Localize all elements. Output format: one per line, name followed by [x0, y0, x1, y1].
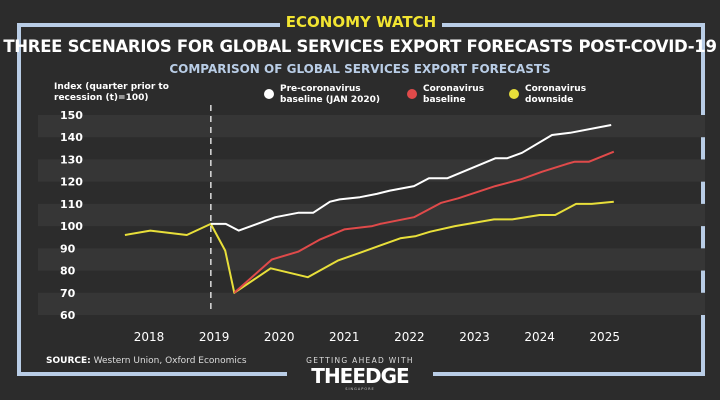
chart-title: THREE SCENARIOS FOR GLOBAL SERVICES EXPO…	[3, 37, 717, 56]
x-tick-label: 2021	[329, 330, 360, 344]
grid-band	[38, 159, 705, 182]
x-tick-label: 2023	[459, 330, 490, 344]
y-tick-label: 90	[60, 242, 76, 255]
legend-label: Coronavirus baseline	[423, 84, 485, 105]
y-tick-label: 110	[60, 198, 83, 211]
series-line-coronavirus-baseline	[233, 150, 615, 294]
grid-band	[38, 203, 705, 227]
legend-label: Pre-coronavirus baseline (JAN 2020)	[280, 84, 381, 105]
y-tick-label: 120	[60, 176, 83, 189]
x-tick-label: 2022	[394, 330, 425, 344]
source-label: SOURCE:	[46, 356, 91, 366]
series-line-pre-coronavirus-baseline-jan-2020	[210, 124, 612, 232]
legend-item-coronavirus-downside: Coronavirus downside	[509, 84, 595, 106]
y-tick-label: 70	[60, 287, 76, 300]
y-tick-label: 80	[60, 265, 76, 278]
legend-dot	[509, 89, 519, 99]
legend-item-pre-coronavirus: Pre-coronavirus baseline (JAN 2020)	[264, 84, 390, 106]
y-tick-label: 60	[60, 309, 76, 322]
legend-dot	[264, 89, 274, 99]
legend-dot	[407, 89, 417, 99]
y-tick-label: 100	[60, 220, 83, 233]
source-note: SOURCE: Western Union, Oxford Economics	[46, 356, 247, 366]
series-line-coronavirus-downside	[124, 200, 614, 294]
x-tick-label: 2024	[524, 330, 555, 344]
x-tick-label: 2019	[199, 330, 230, 344]
grid-band	[38, 292, 705, 315]
x-tick-label: 2025	[589, 330, 620, 344]
the-edge-logo: GETTING AHEAD WITH THEEDGE SINGAPORE	[287, 354, 433, 400]
grid-band	[38, 248, 705, 271]
y-axis-label: Index (quarter prior to recession (t)=10…	[54, 82, 169, 103]
source-text: Western Union, Oxford Economics	[90, 356, 247, 366]
logo-sub: SINGAPORE	[345, 387, 375, 391]
y-tick-label: 130	[60, 153, 83, 166]
logo-name: THEEDGE	[311, 364, 409, 388]
grid-band	[38, 115, 705, 138]
y-tick-label: 150	[60, 109, 83, 122]
x-tick-label: 2020	[264, 330, 295, 344]
y-tick-label: 140	[60, 131, 83, 144]
chart-subtitle: COMPARISON OF GLOBAL SERVICES EXPORT FOR…	[169, 62, 551, 76]
x-tick-label: 2018	[134, 330, 165, 344]
logo-tagline: GETTING AHEAD WITH	[306, 356, 414, 365]
legend-label: Coronavirus downside	[525, 84, 587, 105]
legend-item-coronavirus-baseline: Coronavirus baseline	[407, 84, 493, 106]
section-badge: ECONOMY WATCH	[280, 10, 442, 34]
